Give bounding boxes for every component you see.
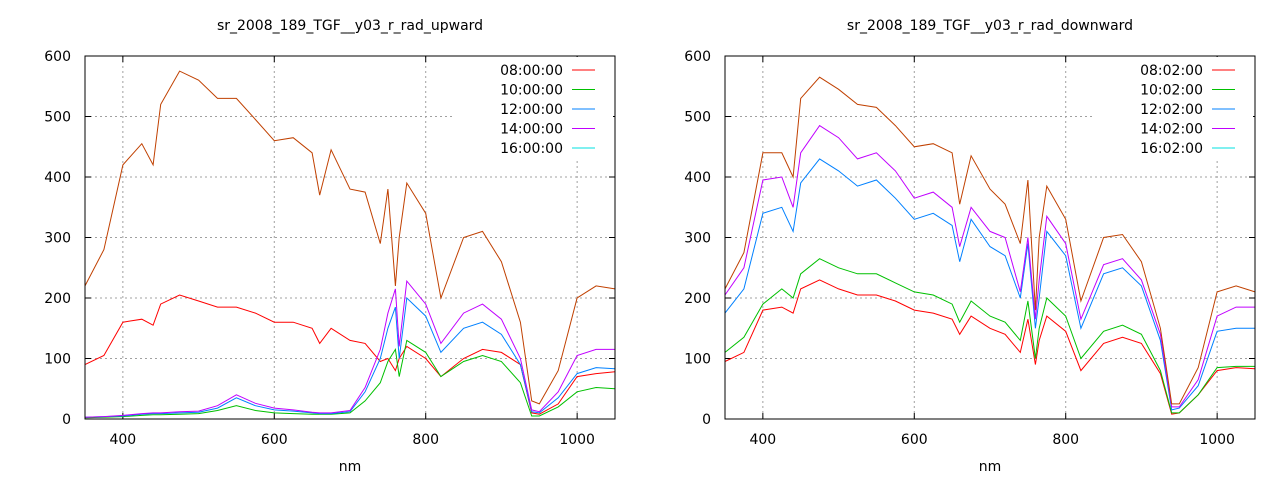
y-tick-label: 0 — [62, 412, 71, 428]
legend-label: 10:00:00 — [500, 83, 563, 99]
y-tick-label: 200 — [684, 291, 711, 307]
series-line-14:02:00 — [724, 124, 1255, 408]
legend-label: 16:02:00 — [1140, 141, 1203, 157]
y-tick-label: 500 — [684, 110, 711, 126]
x-tick-label: 600 — [901, 432, 928, 448]
x-axis-label: nm — [979, 459, 1002, 475]
series-line-unlabeled — [84, 70, 616, 405]
series-line-08:02:00 — [724, 279, 1256, 415]
series-line-08:00:00 — [84, 294, 616, 415]
x-tick-label: 400 — [749, 432, 776, 448]
y-tick-label: 300 — [44, 231, 71, 247]
legend-label: 08:00:00 — [500, 63, 563, 79]
y-tick-label: 500 — [44, 110, 71, 126]
legend-label: 14:00:00 — [500, 122, 563, 138]
y-tick-label: 600 — [44, 49, 71, 65]
legend-label: 12:02:00 — [1140, 102, 1203, 118]
legend-label: 08:02:00 — [1140, 63, 1203, 79]
y-tick-label: 200 — [44, 291, 71, 307]
plot-frame — [724, 55, 1256, 420]
x-tick-label: 800 — [1052, 432, 1079, 448]
x-tick-label: 600 — [261, 432, 288, 448]
y-tick-label: 100 — [684, 352, 711, 368]
x-axis-label: nm — [339, 459, 362, 475]
series-line-10:00:00 — [84, 339, 616, 419]
y-tick-label: 400 — [44, 170, 71, 186]
x-tick-label: 1000 — [559, 432, 595, 448]
x-tick-label: 1000 — [1199, 432, 1235, 448]
plot-frame — [84, 55, 616, 420]
y-tick-label: 600 — [684, 49, 711, 65]
y-tick-label: 0 — [702, 412, 711, 428]
legend: 08:02:00 10:02:00 12:02:00 14:02:00 16:02:00 — [1140, 63, 1235, 157]
chart-panel-1: sr_2008_189_TGF__y03_r_rad_upward 0 100 200… — [44, 18, 616, 475]
y-tick-label: 100 — [44, 352, 71, 368]
legend-label: 10:02:00 — [1140, 83, 1203, 99]
series-line-12:00:00 — [84, 296, 616, 418]
series-line-12:02:00 — [724, 158, 1255, 411]
legend: 08:00:00 10:00:00 12:00:00 14:00:00 16:00:00 — [500, 63, 595, 157]
legend-label: 14:02:00 — [1140, 122, 1203, 138]
series-line-unlabeled — [724, 76, 1256, 405]
x-tick-label: 800 — [412, 432, 439, 448]
chart-title: sr_2008_189_TGF__y03_r_rad_downward — [847, 18, 1133, 34]
series-line-14:00:00 — [84, 279, 615, 418]
series-line-10:02:00 — [724, 258, 1255, 414]
legend-label: 12:00:00 — [500, 102, 563, 118]
y-tick-label: 400 — [684, 170, 711, 186]
x-tick-label: 400 — [109, 432, 136, 448]
y-tick-label: 300 — [684, 231, 711, 247]
chart-title: sr_2008_189_TGF__y03_r_rad_upward — [217, 18, 483, 34]
chart-panel-2: sr_2008_189_TGF__y03_r_rad_downward 0 100 2… — [684, 18, 1256, 475]
legend-label: 16:00:00 — [500, 141, 563, 157]
